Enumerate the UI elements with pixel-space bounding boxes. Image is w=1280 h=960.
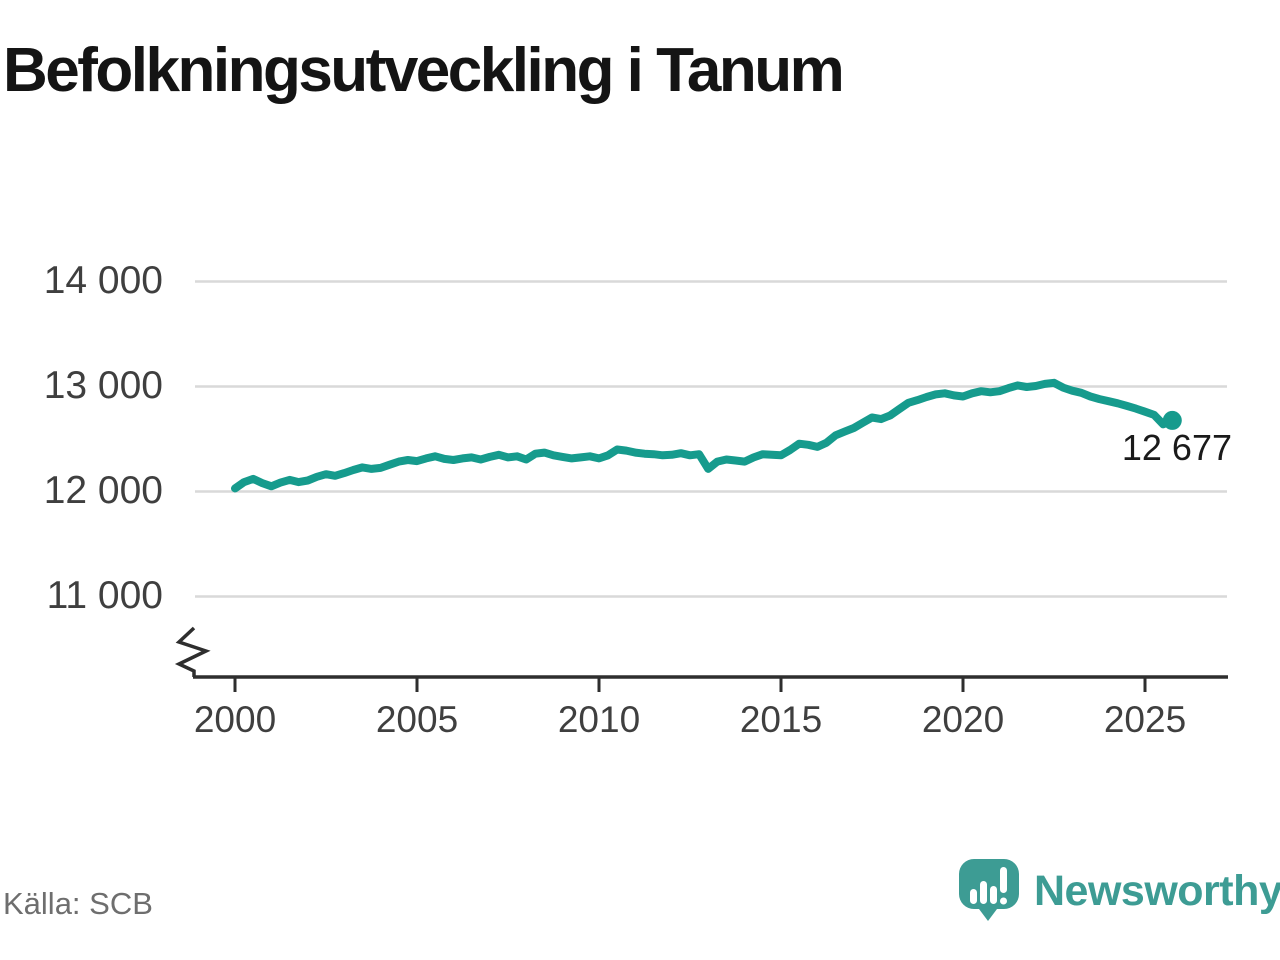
x-axis-tick-label: 2000 bbox=[193, 699, 277, 740]
y-axis-tick-label: 13 000 bbox=[43, 364, 163, 407]
end-value-label: 12 677 bbox=[1121, 427, 1232, 468]
source-label: Källa: SCB bbox=[3, 886, 153, 921]
logo-bar-icon bbox=[990, 886, 997, 904]
end-point-marker bbox=[1162, 410, 1182, 430]
logo-bar-icon bbox=[970, 889, 977, 904]
x-axis-tick-label: 2015 bbox=[739, 699, 823, 740]
population-line-series bbox=[231, 378, 1177, 493]
logo-exclamation-dot-icon bbox=[1000, 897, 1007, 905]
logo-exclamation-icon bbox=[1000, 867, 1007, 893]
x-axis-tick-label: 2010 bbox=[557, 699, 641, 740]
newsworthy-logo-icon bbox=[959, 859, 1019, 921]
x-axis-tick-label: 2005 bbox=[375, 699, 459, 740]
x-axis-tick-label: 2020 bbox=[921, 699, 1005, 740]
logo-bar-icon bbox=[980, 881, 987, 904]
x-axis-tick-label: 2025 bbox=[1103, 699, 1187, 740]
chart-title: Befolkningsutveckling i Tanum bbox=[3, 36, 845, 105]
newsworthy-wordmark: Newsworthy bbox=[1034, 867, 1280, 915]
y-axis-break-icon bbox=[174, 626, 211, 677]
line-chart-canvas bbox=[174, 280, 1228, 692]
newsworthy-logo: Newsworthy bbox=[958, 858, 1280, 924]
y-axis-tick-label: 12 000 bbox=[43, 469, 163, 512]
y-axis-tick-label: 11 000 bbox=[46, 574, 163, 617]
y-axis-tick-label: 14 000 bbox=[43, 259, 163, 302]
